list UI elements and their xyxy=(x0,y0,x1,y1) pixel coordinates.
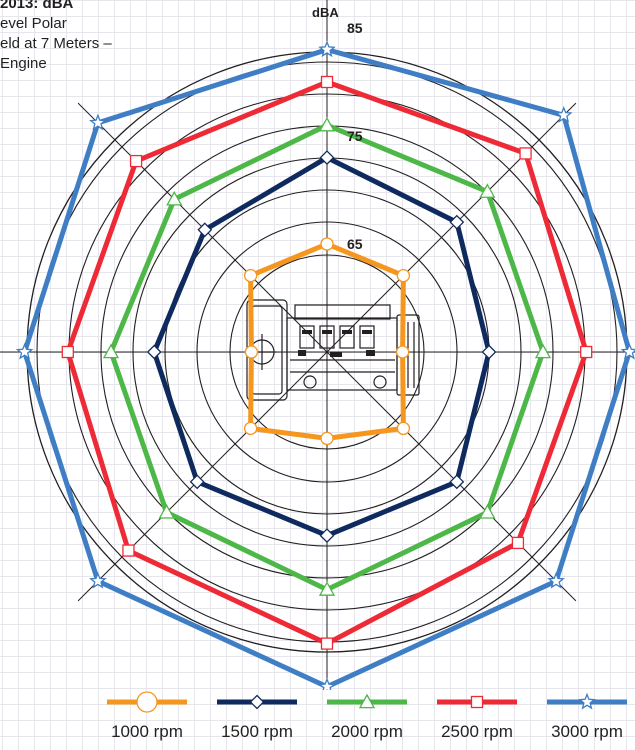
legend-label-1: 1000 rpm xyxy=(111,722,183,741)
chart-title-line-3: eld at 7 Meters – xyxy=(0,35,112,52)
legend-swatch-1 xyxy=(107,691,187,713)
legend-label-5: 3000 rpm xyxy=(551,722,623,741)
grid-spoke-6 xyxy=(77,351,328,602)
data-point-2-7 xyxy=(146,344,162,360)
data-point-3-1 xyxy=(318,116,336,132)
legend-item-3: 2000 rpm xyxy=(312,690,422,748)
data-point-4-7 xyxy=(61,345,74,359)
data-point-5-7 xyxy=(15,342,34,360)
label-layer: dBA 65 75 85 xyxy=(312,5,363,252)
series-triangle xyxy=(102,116,552,596)
data-point-3-2 xyxy=(479,183,496,198)
chart-title-line-4: Engine xyxy=(0,55,47,72)
data-point-2-3 xyxy=(481,344,497,360)
data-point-2-8 xyxy=(197,222,213,238)
legend-marker-1 xyxy=(136,691,158,713)
data-point-1-4 xyxy=(396,421,411,436)
tick-label-85: 85 xyxy=(347,20,363,36)
data-point-2-2 xyxy=(449,214,465,230)
data-point-1-7 xyxy=(244,345,259,359)
series-layer xyxy=(15,40,635,690)
engine-illustration xyxy=(246,299,420,401)
data-point-2-4 xyxy=(449,474,465,490)
data-point-4-5 xyxy=(320,637,334,650)
tick-label-75: 75 xyxy=(347,128,363,144)
legend: 1000 rpm 1500 rpm 2000 rpm 2500 rpm 3000 rpm xyxy=(92,690,632,750)
data-point-5-1 xyxy=(318,40,336,58)
series-star xyxy=(15,40,635,690)
legend-item-4: 2500 rpm xyxy=(422,690,532,748)
data-point-1-8 xyxy=(243,268,258,283)
data-point-4-8 xyxy=(129,154,143,168)
data-point-3-3 xyxy=(534,343,552,359)
legend-swatch-4 xyxy=(437,695,517,709)
data-point-5-6 xyxy=(89,571,107,589)
legend-swatch-5 xyxy=(547,692,627,710)
data-point-5-3 xyxy=(620,342,635,360)
chart-title-line-1: 2013: dBA xyxy=(0,0,74,12)
data-point-2-6 xyxy=(189,474,205,490)
unit-label: dBA xyxy=(312,5,339,20)
data-point-2-5 xyxy=(319,528,335,544)
legend-label-4: 2500 rpm xyxy=(441,722,513,741)
chart-title-line-2: evel Polar xyxy=(0,15,67,32)
data-point-3-8 xyxy=(166,190,183,206)
data-point-3-5 xyxy=(318,581,336,596)
data-point-3-7 xyxy=(102,343,120,359)
grid-spoke-4 xyxy=(326,351,577,602)
data-point-1-6 xyxy=(243,421,258,436)
data-point-5-8 xyxy=(89,113,107,131)
legend-marker-3 xyxy=(358,693,376,709)
legend-swatch-2 xyxy=(217,694,297,710)
legend-item-1: 1000 rpm xyxy=(92,690,202,748)
series-diamond xyxy=(146,150,497,544)
grid-spoke-2 xyxy=(326,102,577,353)
legend-marker-5 xyxy=(578,692,596,710)
legend-item-2: 1500 rpm xyxy=(202,690,312,748)
data-point-3-6 xyxy=(158,504,175,519)
data-point-1-3 xyxy=(395,345,410,359)
data-point-4-1 xyxy=(320,75,334,89)
data-point-1-2 xyxy=(396,268,411,283)
data-point-4-6 xyxy=(122,544,135,557)
data-point-5-2 xyxy=(554,106,573,123)
series-square xyxy=(61,75,593,650)
data-point-4-4 xyxy=(511,536,525,550)
tick-label-65: 65 xyxy=(347,236,363,252)
data-point-4-3 xyxy=(580,345,593,359)
legend-marker-4 xyxy=(470,695,484,709)
data-point-2-1 xyxy=(319,150,335,166)
legend-label-3: 2000 rpm xyxy=(331,722,403,741)
data-point-1-5 xyxy=(320,431,334,446)
data-point-1-1 xyxy=(320,237,334,251)
legend-label-2: 1500 rpm xyxy=(221,722,293,741)
data-point-4-2 xyxy=(519,147,532,160)
polar-chart: dBA 65 75 85 xyxy=(0,0,635,690)
chart-title: 2013: dBA evel Polar eld at 7 Meters – E… xyxy=(0,0,175,74)
data-point-5-5 xyxy=(318,677,336,690)
data-point-3-4 xyxy=(479,504,496,519)
data-point-5-4 xyxy=(547,571,565,589)
legend-marker-2 xyxy=(249,694,265,710)
series-circle xyxy=(243,237,411,446)
legend-swatch-3 xyxy=(327,693,407,709)
legend-item-5: 3000 rpm xyxy=(532,690,635,748)
